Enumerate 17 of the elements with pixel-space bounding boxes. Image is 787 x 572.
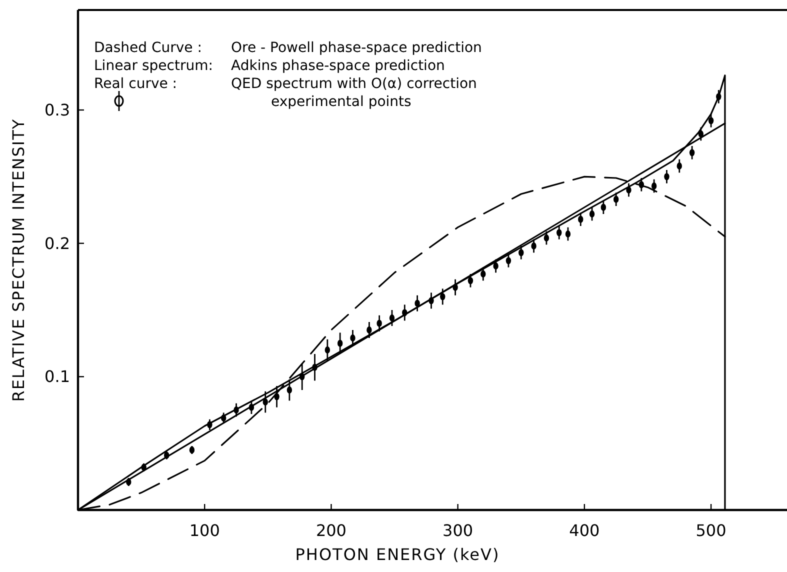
annotation: Ore - Powell phase-space prediction (231, 40, 482, 56)
y-tick-label: 0.3 (44, 100, 70, 120)
y-tick-label: 0.1 (44, 367, 70, 386)
y-tick-label: 0.2 (44, 234, 70, 253)
annotation: Dashed Curve : (94, 40, 202, 56)
x-tick-label: 500 (696, 521, 726, 540)
annotation: Linear spectrum: (94, 58, 213, 74)
y-axis-title: RELATIVE SPECTRUM INTENSITY (9, 118, 28, 402)
annotation: Real curve : (94, 76, 178, 92)
x-tick-label: 300 (442, 521, 474, 540)
annotation: Adkins phase-space prediction (231, 58, 445, 74)
annotation: QED spectrum with O(α) correction (231, 76, 477, 92)
x-tick-label: 200 (316, 521, 346, 540)
annotation: experimental points (271, 94, 412, 110)
x-tick-label: 100 (189, 521, 220, 540)
x-axis-title: PHOTON ENERGY (keV) (295, 545, 500, 564)
x-tick-label: 400 (569, 521, 600, 540)
